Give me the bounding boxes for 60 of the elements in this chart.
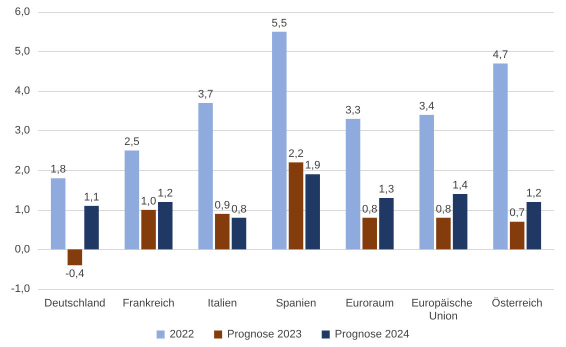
bar (215, 214, 230, 250)
bar (272, 32, 287, 250)
y-tick-label: 5,0 (14, 46, 30, 58)
data-label: 2,5 (124, 136, 140, 148)
data-label: 1,2 (526, 187, 542, 200)
data-label: 3,3 (345, 104, 361, 116)
bar (436, 218, 451, 250)
bar (124, 150, 140, 250)
bar (305, 174, 320, 250)
y-tick-label: -1,0 (11, 283, 30, 295)
x-tick-label: Deutschland (44, 298, 106, 310)
data-label: 1,3 (378, 183, 394, 196)
bar (510, 222, 524, 250)
bar (493, 63, 508, 250)
y-tick-label: 1,0 (14, 204, 30, 216)
data-label: 0,8 (436, 203, 452, 216)
bar (50, 178, 66, 250)
bar (419, 114, 434, 250)
data-label: 1,0 (140, 195, 156, 208)
legend-label: Prognose 2024 (334, 328, 410, 340)
bar (198, 103, 213, 250)
data-label: 0,8 (362, 203, 378, 216)
bar (288, 162, 304, 250)
data-label: 3,4 (419, 100, 434, 112)
y-tick-label: 0,0 (14, 243, 30, 256)
y-tick-label: 6,0 (14, 6, 30, 18)
bar (158, 202, 173, 250)
bar (346, 118, 360, 250)
bar (84, 206, 99, 250)
data-label: 1,8 (50, 164, 66, 176)
bar (526, 202, 542, 250)
data-label: 5,5 (272, 17, 287, 30)
data-label: 2,2 (288, 148, 304, 160)
data-label: 1,4 (452, 180, 468, 192)
x-tick-label: Österreich (492, 296, 543, 310)
data-label: 0,9 (214, 199, 230, 212)
y-tick-label: 4,0 (14, 85, 30, 98)
x-tick-label: Euroraum (346, 298, 394, 310)
data-label: 0,8 (231, 203, 247, 216)
bar (68, 249, 82, 266)
data-label: 3,7 (198, 88, 214, 101)
y-tick-label: 3,0 (14, 124, 30, 137)
x-tick-label: Frankreich (122, 298, 175, 310)
data-label: 1,1 (84, 191, 100, 204)
data-label: 0,7 (509, 207, 525, 220)
y-tick-label: 2,0 (14, 164, 30, 176)
bar (379, 198, 394, 250)
x-tick-label: Italien (208, 298, 237, 310)
data-label: 1,9 (305, 160, 320, 172)
legend-label: 2022 (170, 328, 194, 340)
bar (452, 194, 468, 250)
data-label: -0,4 (65, 268, 84, 280)
legend-label: Prognose 2023 (227, 328, 302, 340)
bar (232, 218, 246, 250)
data-label: 4,7 (492, 48, 508, 61)
x-tick-label: Europäische Union (411, 298, 476, 322)
bar (362, 218, 377, 250)
x-tick-label: Spanien (276, 298, 316, 310)
bar (141, 210, 156, 250)
data-label: 1,2 (158, 187, 173, 200)
